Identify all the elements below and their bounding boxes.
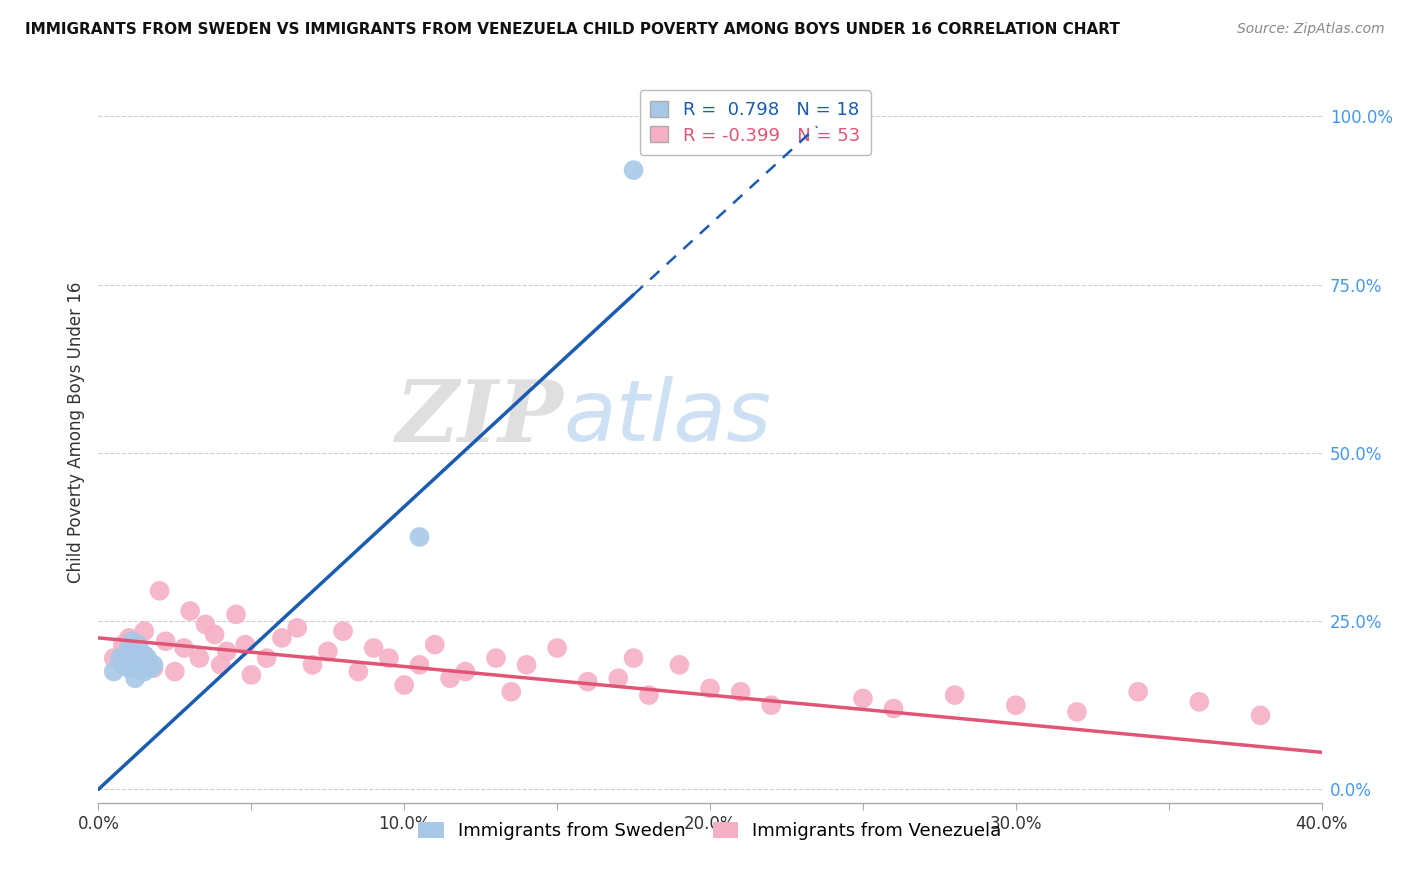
Point <box>668 657 690 672</box>
Point <box>378 651 401 665</box>
Point <box>1128 685 1150 699</box>
Point <box>233 638 256 652</box>
Text: Source: ZipAtlas.com: Source: ZipAtlas.com <box>1237 22 1385 37</box>
Point <box>188 651 211 665</box>
Point <box>576 674 599 689</box>
Point <box>194 617 217 632</box>
Point <box>637 688 661 702</box>
Point <box>759 698 782 713</box>
Point <box>103 665 125 679</box>
Point <box>439 671 461 685</box>
Point <box>134 624 156 639</box>
Point <box>408 657 430 672</box>
Point <box>347 665 370 679</box>
Point <box>883 701 905 715</box>
Point <box>699 681 721 696</box>
Point <box>142 657 165 672</box>
Point <box>129 657 152 672</box>
Point <box>127 638 149 652</box>
Point <box>173 640 195 655</box>
Point <box>124 671 146 685</box>
Point <box>943 688 966 702</box>
Point <box>1188 695 1211 709</box>
Point <box>209 657 232 672</box>
Point <box>121 634 143 648</box>
Y-axis label: Child Poverty Among Boys Under 16: Child Poverty Among Boys Under 16 <box>66 282 84 583</box>
Text: ZIP: ZIP <box>395 376 564 459</box>
Point <box>204 627 226 641</box>
Point <box>546 640 568 655</box>
Point <box>111 657 134 672</box>
Point <box>392 678 416 692</box>
Point <box>163 665 186 679</box>
Point <box>124 648 146 662</box>
Point <box>118 640 141 655</box>
Point <box>118 631 141 645</box>
Point <box>103 651 125 665</box>
Point <box>108 651 131 665</box>
Point <box>501 685 523 699</box>
Point <box>225 607 247 622</box>
Point <box>179 604 201 618</box>
Point <box>155 634 177 648</box>
Point <box>215 644 238 658</box>
Point <box>111 638 134 652</box>
Legend: Immigrants from Sweden, Immigrants from Venezuela: Immigrants from Sweden, Immigrants from … <box>409 813 1011 849</box>
Point <box>607 671 630 685</box>
Point <box>623 651 645 665</box>
Point <box>454 665 477 679</box>
Point <box>852 691 875 706</box>
Point <box>363 640 385 655</box>
Point <box>485 651 508 665</box>
Point <box>301 657 323 672</box>
Point <box>136 651 159 665</box>
Point <box>134 648 156 662</box>
Point <box>142 661 165 675</box>
Point <box>623 163 645 178</box>
Point <box>127 655 149 669</box>
Point <box>408 530 430 544</box>
Point <box>149 583 172 598</box>
Point <box>332 624 354 639</box>
Text: atlas: atlas <box>564 376 772 459</box>
Point <box>240 668 263 682</box>
Point <box>1066 705 1088 719</box>
Text: IMMIGRANTS FROM SWEDEN VS IMMIGRANTS FROM VENEZUELA CHILD POVERTY AMONG BOYS UND: IMMIGRANTS FROM SWEDEN VS IMMIGRANTS FRO… <box>25 22 1121 37</box>
Point <box>423 638 446 652</box>
Point <box>1004 698 1026 713</box>
Point <box>285 621 308 635</box>
Point <box>270 631 292 645</box>
Point <box>115 648 138 662</box>
Point <box>316 644 339 658</box>
Point <box>118 661 141 675</box>
Point <box>134 665 156 679</box>
Point <box>139 661 162 675</box>
Point <box>256 651 278 665</box>
Point <box>1249 708 1271 723</box>
Point <box>730 685 752 699</box>
Point <box>516 657 538 672</box>
